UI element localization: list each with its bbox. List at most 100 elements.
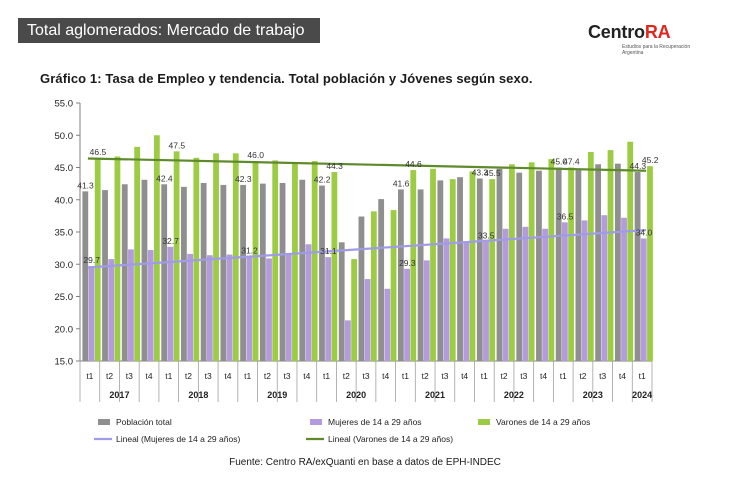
x-tick-label: t2 (422, 371, 429, 381)
bar-total (397, 189, 404, 361)
bar-mujeres (601, 215, 608, 361)
legend-item-lineal-varones-label: Lineal (Varones de 14 a 29 años) (328, 434, 453, 444)
bar-varones (351, 259, 358, 361)
bar-mujeres (266, 258, 272, 361)
source-note: Fuente: Centro RA/exQuanti en base a dat… (229, 457, 501, 468)
bar-varones (134, 146, 141, 361)
y-tick-label: 30.0 (55, 260, 74, 271)
bar-varones (627, 141, 634, 361)
bar-total (319, 185, 325, 361)
bar-varones (213, 153, 219, 361)
x-year-label: 2019 (267, 390, 287, 400)
legend-item-poblacion-total-swatch (98, 419, 110, 425)
bar-varones (509, 164, 515, 361)
x-tick-label: t4 (382, 371, 389, 381)
bar-mujeres (128, 249, 134, 361)
bar-mujeres (285, 254, 292, 361)
bar-total (220, 184, 227, 361)
bar-total (575, 170, 582, 361)
x-tick-label: t3 (126, 371, 133, 381)
bar-total (102, 190, 108, 361)
bar-total (457, 177, 463, 361)
bar-total (121, 184, 128, 361)
bar-varones (272, 160, 279, 361)
bar-total (378, 199, 385, 361)
bar-mujeres (384, 288, 391, 361)
bar-varones (390, 210, 397, 361)
centro-ra-logo: CentroRA Estudios para la Recuperación A… (588, 22, 698, 58)
bar-varones (410, 170, 417, 361)
bar-varones (331, 172, 338, 361)
x-tick-label: t2 (501, 371, 508, 381)
bar-mujeres (88, 266, 95, 361)
y-tick-label: 50.0 (55, 131, 74, 142)
bar-total (161, 184, 168, 361)
bar-mujeres (542, 228, 549, 361)
chart-title: Gráfico 1: Tasa de Empleo y tendencia. T… (40, 71, 533, 86)
y-tick-label: 35.0 (55, 228, 74, 239)
bar-varones (173, 151, 180, 361)
trendline-trend_varones (87, 157, 647, 172)
x-tick-label: t3 (362, 371, 369, 381)
x-tick-label: t1 (402, 371, 409, 381)
x-tick-label: t4 (619, 371, 626, 381)
legend-item-lineal-mujeres-label: Lineal (Mujeres de 14 a 29 años) (116, 434, 240, 444)
bar-mujeres (167, 246, 174, 361)
x-tick-label: t4 (145, 371, 152, 381)
data-label: 45.2 (642, 155, 659, 165)
bar-varones (370, 211, 377, 361)
bar-mujeres (423, 260, 430, 361)
y-tick-label: 25.0 (55, 292, 74, 303)
x-tick-label: t1 (560, 371, 567, 381)
page-title: Total aglomerados: Mercado de trabajo (18, 18, 320, 43)
x-year-label: 2022 (504, 390, 524, 400)
x-tick-label: t1 (86, 371, 93, 381)
bar-varones (252, 161, 259, 361)
bar-total (496, 168, 503, 361)
data-label: 31.1 (320, 246, 337, 256)
bar-total (240, 184, 246, 361)
x-tick-label: t2 (106, 371, 113, 381)
y-tick-label: 20.0 (55, 324, 74, 335)
legend-item-varones-swatch (478, 419, 490, 425)
bar-varones (311, 161, 318, 361)
logo-main-text: Centro (588, 22, 645, 42)
x-tick-label: t3 (284, 371, 291, 381)
x-tick-label: t3 (441, 371, 448, 381)
bar-mujeres (147, 250, 154, 361)
bar-total (634, 172, 641, 361)
x-tick-label: t1 (244, 371, 251, 381)
x-tick-label: t3 (520, 371, 527, 381)
bar-total (536, 170, 542, 361)
bar-varones (647, 166, 653, 361)
data-label: 46.5 (90, 147, 107, 157)
bar-mujeres (621, 217, 627, 361)
bar-varones (114, 156, 121, 361)
bar-total (181, 186, 187, 361)
x-year-label: 2020 (346, 390, 366, 400)
bar-total (516, 172, 523, 361)
data-label: 36.5 (557, 211, 574, 221)
bar-mujeres (404, 268, 410, 361)
x-tick-label: t1 (639, 371, 646, 381)
data-label: 34.0 (636, 227, 653, 237)
data-label: 43.3 (472, 167, 489, 177)
x-tick-label: t4 (461, 371, 468, 381)
data-label: 44.3 (630, 161, 647, 171)
bar-varones (528, 162, 535, 361)
x-tick-label: t4 (224, 371, 231, 381)
bar-varones (94, 157, 101, 361)
data-label: 42.4 (156, 173, 173, 183)
logo-accent-text: RA (644, 22, 671, 42)
data-label: 45.0 (551, 157, 568, 167)
bar-mujeres (443, 238, 450, 361)
bar-total (141, 179, 148, 361)
data-label: 42.3 (235, 174, 252, 184)
bar-mujeres (206, 255, 213, 361)
bar-total (200, 182, 207, 361)
bar-mujeres (483, 241, 489, 361)
bar-total (358, 216, 365, 361)
trendline-trend_mujeres (87, 228, 647, 269)
bar-mujeres (325, 257, 332, 361)
